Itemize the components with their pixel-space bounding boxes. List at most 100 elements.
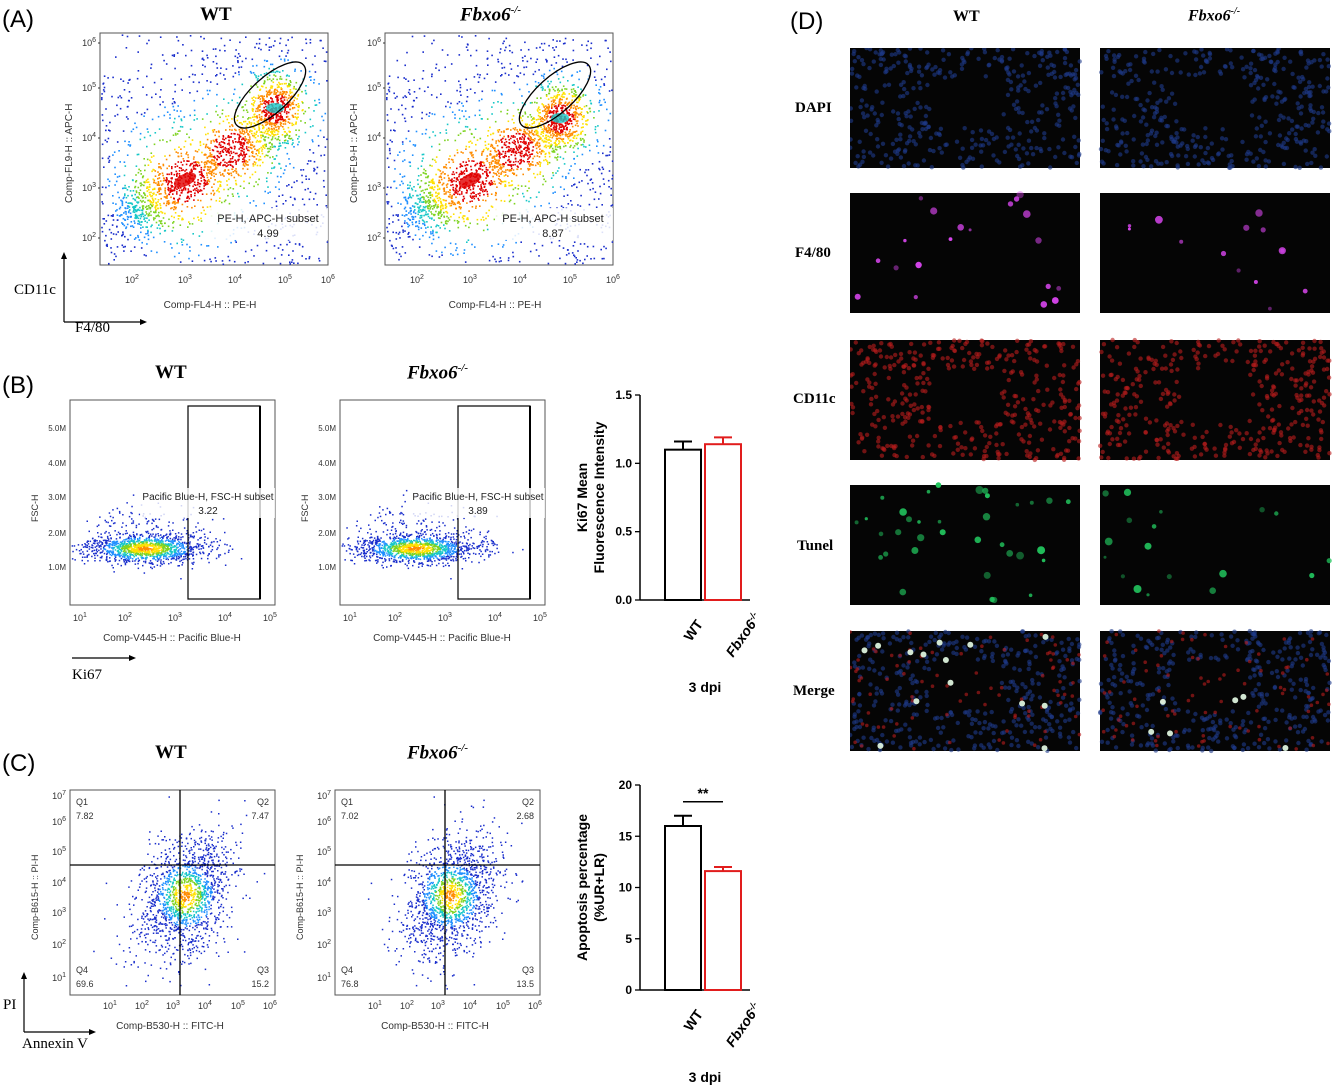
event-dot [481,98,483,101]
event-dot [259,140,262,142]
event-dot [214,164,216,166]
event-dot [139,189,142,191]
event-dot [598,92,600,94]
event-dot [577,107,580,110]
event-dot [551,150,553,153]
event-dot [491,144,494,147]
event-dot [550,125,552,127]
event-dot [268,147,271,150]
event-dot [562,133,564,135]
event-dot [225,68,228,70]
event-dot [520,145,522,147]
event-dot [318,257,320,260]
event-dot [193,168,195,170]
event-dot [325,194,327,196]
event-dot [208,168,211,171]
event-dot [450,181,453,183]
event-dot [245,109,248,111]
event-dot [241,123,243,126]
event-dot [159,166,162,168]
event-dot [573,145,576,147]
event-dot [269,87,272,89]
event-dot [166,111,169,113]
event-dot [449,179,452,182]
event-dot [283,58,286,61]
event-dot [567,123,570,125]
event-dot [171,177,173,180]
event-dot [446,54,449,56]
event-dot [539,108,541,111]
event-dot [543,73,546,75]
event-dot [533,131,536,133]
event-dot [525,149,527,152]
event-dot [252,103,254,106]
event-dot [289,101,291,103]
event-dot [528,187,530,189]
tick-label: 102 [82,232,96,243]
event-dot [557,88,560,90]
event-dot [503,66,506,69]
event-dot [136,153,139,156]
event-dot [536,151,538,153]
event-dot [538,142,541,145]
event-dot [388,218,390,220]
event-dot [301,181,304,184]
event-dot [407,223,409,225]
event-dot [172,193,174,195]
event-dot [172,186,174,188]
event-dot [197,199,199,201]
event-dot [501,74,503,76]
event-dot [594,126,597,128]
event-dot [470,54,472,57]
event-dot [397,202,399,204]
event-dot [529,197,532,199]
event-dot [455,190,457,193]
event-dot [602,152,604,155]
event-dot [509,169,511,171]
event-dot [198,182,201,185]
event-dot [577,133,580,136]
event-dot [123,196,125,199]
event-dot [461,191,463,193]
event-dot [530,125,533,128]
event-dot [427,196,429,199]
event-dot [284,139,287,142]
event-dot [223,98,225,100]
event-dot [408,187,410,189]
event-dot [301,174,303,177]
event-dot [243,187,245,189]
event-dot [437,217,440,219]
event-dot [556,144,558,146]
event-dot [232,141,234,144]
event-dot [556,106,558,109]
event-dot [517,108,519,111]
event-dot [393,129,395,131]
event-dot [175,202,177,204]
event-dot [554,135,557,137]
event-dot [187,154,189,156]
event-dot [168,173,170,176]
event-dot [529,163,531,166]
event-dot [244,261,246,264]
event-dot [606,154,609,157]
event-dot [604,101,606,104]
event-dot [482,183,485,186]
event-dot [460,165,462,167]
event-dot [125,201,127,204]
event-dot [442,207,444,210]
event-dot [148,199,151,202]
event-dot [166,141,168,143]
event-dot [494,183,496,185]
event-dot [279,75,282,78]
event-dot [223,170,226,172]
event-dot [276,98,279,100]
event-dot [274,122,277,124]
event-dot [453,193,455,196]
event-dot [477,197,479,200]
event-dot [264,190,266,193]
event-dot [275,123,278,125]
event-dot [411,154,414,156]
event-dot [285,55,287,57]
event-dot [141,212,144,214]
event-dot [486,73,489,75]
